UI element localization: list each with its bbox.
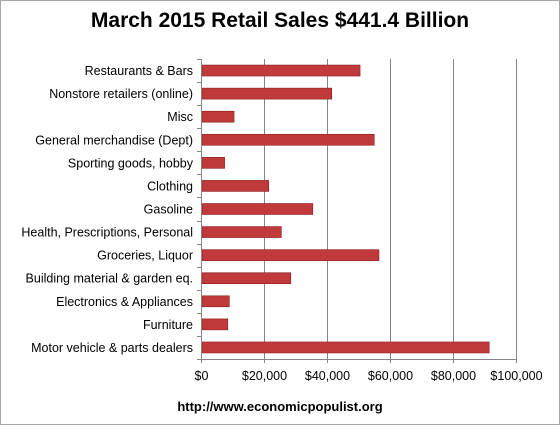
bar — [201, 318, 229, 331]
category-label: Building material & garden eq. — [26, 272, 193, 286]
axes — [197, 59, 517, 363]
x-tick-label: $60,000 — [368, 369, 413, 383]
bar — [201, 64, 361, 77]
x-tick-label: $100,000 — [490, 369, 542, 383]
bar — [201, 180, 270, 192]
category-label: Misc — [167, 110, 193, 124]
x-tick-label: $80,000 — [431, 369, 476, 383]
category-label: Motor vehicle & parts dealers — [31, 341, 193, 355]
bar — [201, 133, 375, 146]
category-label: General merchandise (Dept) — [35, 133, 193, 147]
category-label: Clothing — [147, 179, 193, 193]
category-label: Restaurants & Bars — [85, 64, 193, 78]
category-label: Gasoline — [144, 203, 193, 217]
bar — [201, 157, 225, 169]
x-tick-label: $0 — [195, 369, 209, 383]
bar — [201, 110, 235, 123]
bar — [201, 341, 490, 354]
x-tick-label: $20,000 — [242, 369, 287, 383]
category-label: Furniture — [143, 318, 193, 332]
x-tick-labels: $0 $20,000 $40,000 $60,000 $80,000 $100,000 — [195, 369, 543, 383]
source-url: http://www.economicpopulist.org — [177, 399, 383, 414]
bar — [201, 272, 292, 285]
category-label: Groceries, Liquor — [97, 249, 193, 263]
category-label: Sporting goods, hobby — [68, 156, 194, 170]
category-label: Nonstore retailers (online) — [49, 87, 193, 101]
bar — [201, 249, 380, 261]
category-label: Health, Prescriptions, Personal — [21, 226, 193, 240]
chart-title: March 2015 Retail Sales $441.4 Billion — [90, 9, 470, 32]
bars — [201, 64, 490, 354]
bar — [201, 203, 314, 215]
bar — [201, 87, 333, 100]
bar — [201, 226, 282, 238]
x-tick-label: $40,000 — [305, 369, 350, 383]
category-label: Electronics & Appliances — [56, 295, 193, 309]
bar — [201, 295, 230, 308]
category-labels: Restaurants & Bars Nonstore retailers (on… — [21, 64, 193, 355]
